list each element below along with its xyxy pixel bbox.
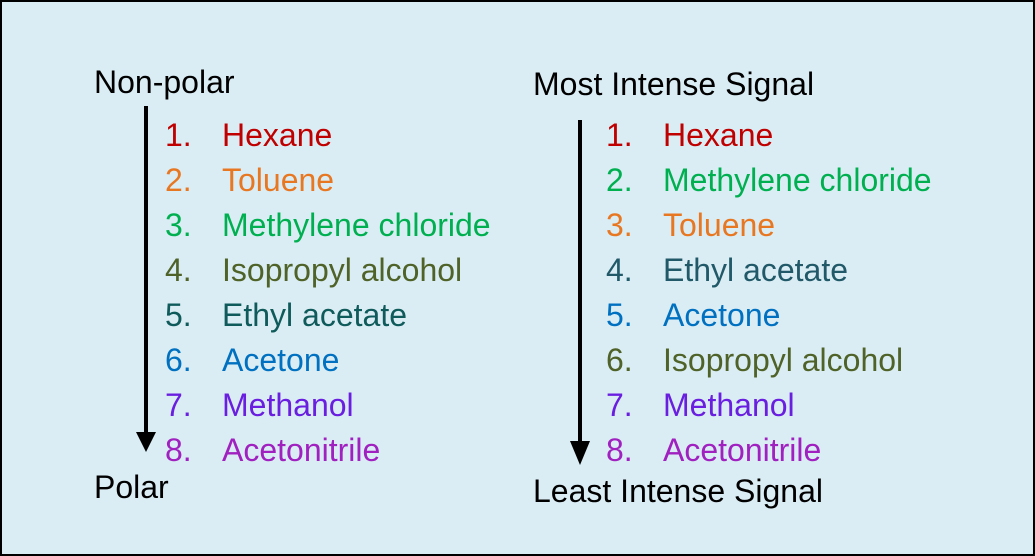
item-name: Acetonitrile (222, 432, 381, 468)
item-name: Isopropyl alcohol (663, 342, 904, 378)
item-name: Ethyl acetate (663, 252, 848, 288)
item-number: 5. (165, 297, 192, 333)
item-name: Methanol (663, 387, 795, 423)
item-number: 5. (606, 297, 633, 333)
item-number: 3. (165, 207, 192, 243)
item-name: Isopropyl alcohol (222, 252, 463, 288)
item-name: Toluene (222, 162, 335, 198)
item-number: 3. (606, 207, 633, 243)
left-top-label: Non-polar (94, 64, 235, 100)
item-name: Toluene (663, 207, 776, 243)
item-number: 4. (165, 252, 192, 288)
item-name: Methylene chloride (222, 207, 491, 243)
item-number: 2. (165, 162, 192, 198)
item-number: 8. (165, 432, 192, 468)
item-name: Hexane (222, 117, 333, 153)
item-name: Acetone (222, 342, 340, 378)
item-number: 6. (606, 342, 633, 378)
item-number: 4. (606, 252, 633, 288)
right-top-label: Most Intense Signal (533, 66, 815, 102)
item-number: 1. (606, 117, 633, 153)
item-number: 8. (606, 432, 633, 468)
item-number: 1. (165, 117, 192, 153)
item-number: 7. (606, 387, 633, 423)
item-name: Hexane (663, 117, 774, 153)
item-name: Acetone (663, 297, 781, 333)
right-down-arrow (570, 120, 590, 465)
right-bottom-label: Least Intense Signal (533, 473, 823, 509)
item-name: Methanol (222, 387, 354, 423)
item-name: Methylene chloride (663, 162, 932, 198)
item-number: 2. (606, 162, 633, 198)
left-down-arrow (136, 106, 156, 452)
item-number: 7. (165, 387, 192, 423)
left-bottom-label: Polar (94, 469, 169, 505)
item-name: Ethyl acetate (222, 297, 407, 333)
item-name: Acetonitrile (663, 432, 822, 468)
item-number: 6. (165, 342, 192, 378)
